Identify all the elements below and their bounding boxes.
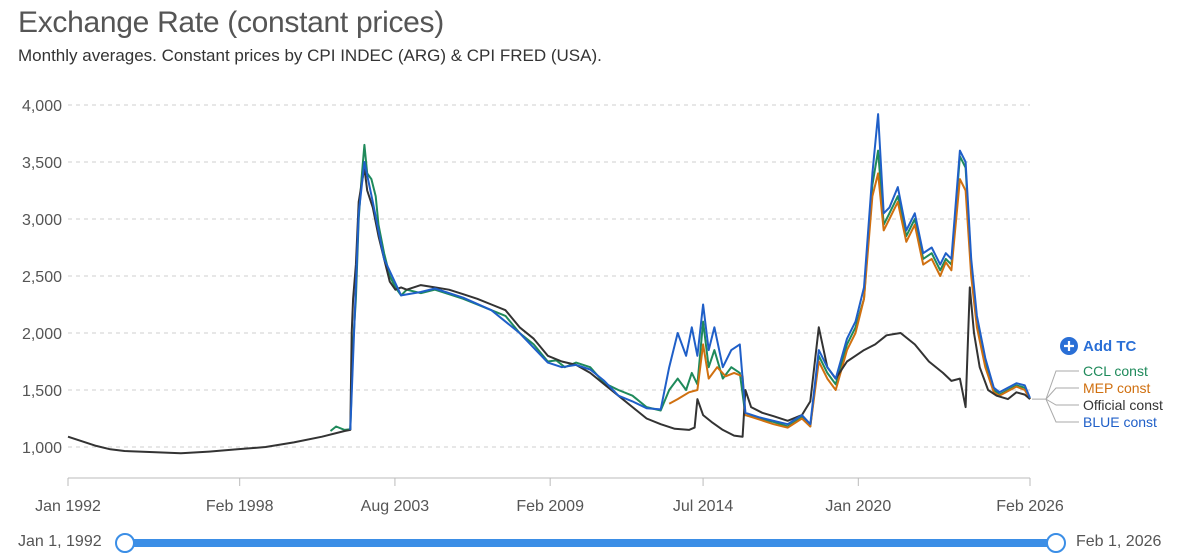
chart-subtitle: Monthly averages. Constant prices by CPI… — [18, 46, 602, 65]
series-line-mep-const[interactable] — [668, 172, 1031, 429]
series-line-blue-const[interactable] — [349, 113, 1031, 430]
x-tick-label: Feb 2026 — [996, 498, 1064, 515]
legend-item[interactable]: MEP const — [1083, 380, 1151, 396]
date-range-slider[interactable] — [115, 533, 1066, 553]
range-track[interactable] — [125, 539, 1056, 547]
x-tick-label: Jul 2014 — [673, 498, 734, 515]
x-tick-label: Jan 2020 — [825, 498, 891, 515]
legend-item[interactable]: CCL const — [1083, 363, 1148, 379]
x-axis: Jan 1992 Feb 1998 Aug 2003 Feb 2009 Jul 2014… — [35, 477, 1064, 515]
y-tick-label: 2,500 — [22, 269, 62, 286]
series-line-official-const[interactable] — [67, 166, 1031, 455]
y-tick-label: 1,000 — [22, 440, 62, 457]
y-axis: 1,000 1,500 2,000 2,500 3,000 3,500 4,000 — [22, 98, 62, 457]
y-tick-label: 3,000 — [22, 212, 62, 229]
legend-connector — [1045, 370, 1079, 400]
y-tick-label: 4,000 — [22, 98, 62, 115]
add-tc-label: Add TC — [1083, 338, 1136, 355]
y-tick-label: 3,500 — [22, 155, 62, 172]
add-tc-button[interactable]: Add TC — [1060, 337, 1136, 355]
series-lines — [67, 113, 1031, 455]
legend-item[interactable]: Official const — [1083, 397, 1163, 413]
range-start-handle[interactable] — [115, 533, 135, 553]
grid-lines — [68, 104, 1030, 448]
plus-icon — [1064, 341, 1074, 351]
x-tick-label: Feb 2009 — [516, 498, 584, 515]
legend-connector — [1045, 398, 1079, 423]
range-end-handle[interactable] — [1046, 533, 1066, 553]
range-start-label: Jan 1, 1992 — [18, 533, 102, 550]
chart-title: Exchange Rate (constant prices) — [18, 6, 444, 39]
legend-connector — [1045, 387, 1079, 400]
x-tick-label: Aug 2003 — [361, 498, 430, 515]
y-tick-label: 1,500 — [22, 383, 62, 400]
legend-connector — [1045, 398, 1079, 406]
y-tick-label: 2,000 — [22, 326, 62, 343]
x-tick-label: Feb 1998 — [206, 498, 274, 515]
range-end-label: Feb 1, 2026 — [1076, 533, 1162, 550]
x-tick-label: Jan 1992 — [35, 498, 101, 515]
legend-item[interactable]: BLUE const — [1083, 414, 1157, 430]
